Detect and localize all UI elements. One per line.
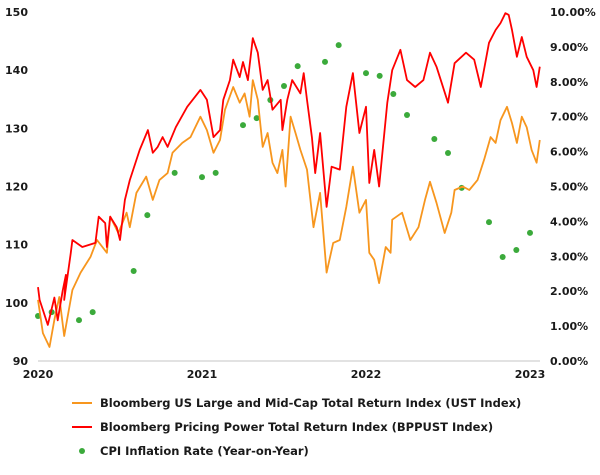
cpi-point — [322, 58, 328, 65]
legend-label-ust: Bloomberg US Large and Mid-Cap Total Ret… — [100, 396, 521, 410]
cpi-point — [527, 229, 533, 236]
y-left-tick-label: 100 — [5, 297, 28, 310]
y-right-tick-label: 5.00% — [550, 181, 588, 194]
legend-swatch-cpi — [79, 448, 85, 454]
y-right-tick-label: 9.00% — [550, 41, 588, 54]
cpi-point — [335, 42, 342, 49]
cpi-point — [294, 63, 301, 70]
y-right-tick-label: 2.00% — [550, 285, 588, 298]
cpi-point — [144, 212, 151, 219]
cpi-point — [513, 247, 520, 254]
cpi-point — [76, 317, 82, 324]
y-right-tick-label: 10.00% — [550, 6, 596, 19]
y-left-tick-label: 140 — [5, 64, 28, 77]
x-tick-label: 2022 — [351, 368, 382, 381]
plot-area — [35, 12, 541, 348]
cpi-point — [171, 169, 178, 176]
legend-label-bppust: Bloomberg Pricing Power Total Return Ind… — [100, 420, 493, 434]
y-left-tick-label: 130 — [5, 122, 28, 135]
cpi-point — [376, 72, 383, 79]
y-right-tick-label: 4.00% — [550, 215, 588, 228]
cpi-point — [89, 309, 96, 316]
cpi-point — [404, 111, 410, 118]
cpi-point — [486, 219, 492, 226]
cpi-point — [281, 82, 287, 89]
y-right-tick-label: 8.00% — [550, 76, 588, 89]
y-right-tick-label: 6.00% — [550, 146, 588, 159]
y-axis-left: 90 100 110 120 130 140 150 — [5, 6, 28, 368]
cpi-point — [199, 174, 205, 181]
y-right-tick-label: 0.00% — [550, 355, 588, 368]
cpi-point — [253, 115, 260, 122]
cpi-point — [390, 91, 397, 98]
bppust-line — [37, 12, 541, 326]
x-axis: 2020 2021 2022 2023 — [23, 368, 546, 381]
cpi-point — [499, 253, 506, 260]
y-right-tick-label: 7.00% — [550, 111, 588, 124]
cpi-point — [212, 169, 219, 176]
y-left-tick-label: 150 — [5, 6, 28, 19]
y-right-tick-label: 1.00% — [550, 320, 588, 333]
y-left-tick-label: 120 — [5, 181, 28, 194]
x-tick-label: 2020 — [23, 368, 54, 381]
ust-line — [37, 79, 541, 348]
legend: Bloomberg US Large and Mid-Cap Total Ret… — [72, 396, 521, 458]
y-axis-right: 0.00% 1.00% 2.00% 3.00% 4.00% 5.00% 6.00% 7.00%… — [550, 6, 596, 368]
y-left-tick-label: 90 — [13, 355, 29, 368]
cpi-point — [240, 122, 246, 129]
y-left-tick-label: 110 — [5, 239, 28, 252]
legend-label-cpi: CPI Inflation Rate (Year-on-Year) — [100, 444, 309, 458]
x-tick-label: 2023 — [515, 368, 546, 381]
y-right-tick-label: 3.00% — [550, 250, 588, 263]
cpi-point — [431, 136, 438, 143]
cpi-point — [363, 70, 369, 77]
cpi-point — [445, 149, 451, 156]
cpi-point — [130, 267, 137, 274]
x-tick-label: 2021 — [187, 368, 218, 381]
